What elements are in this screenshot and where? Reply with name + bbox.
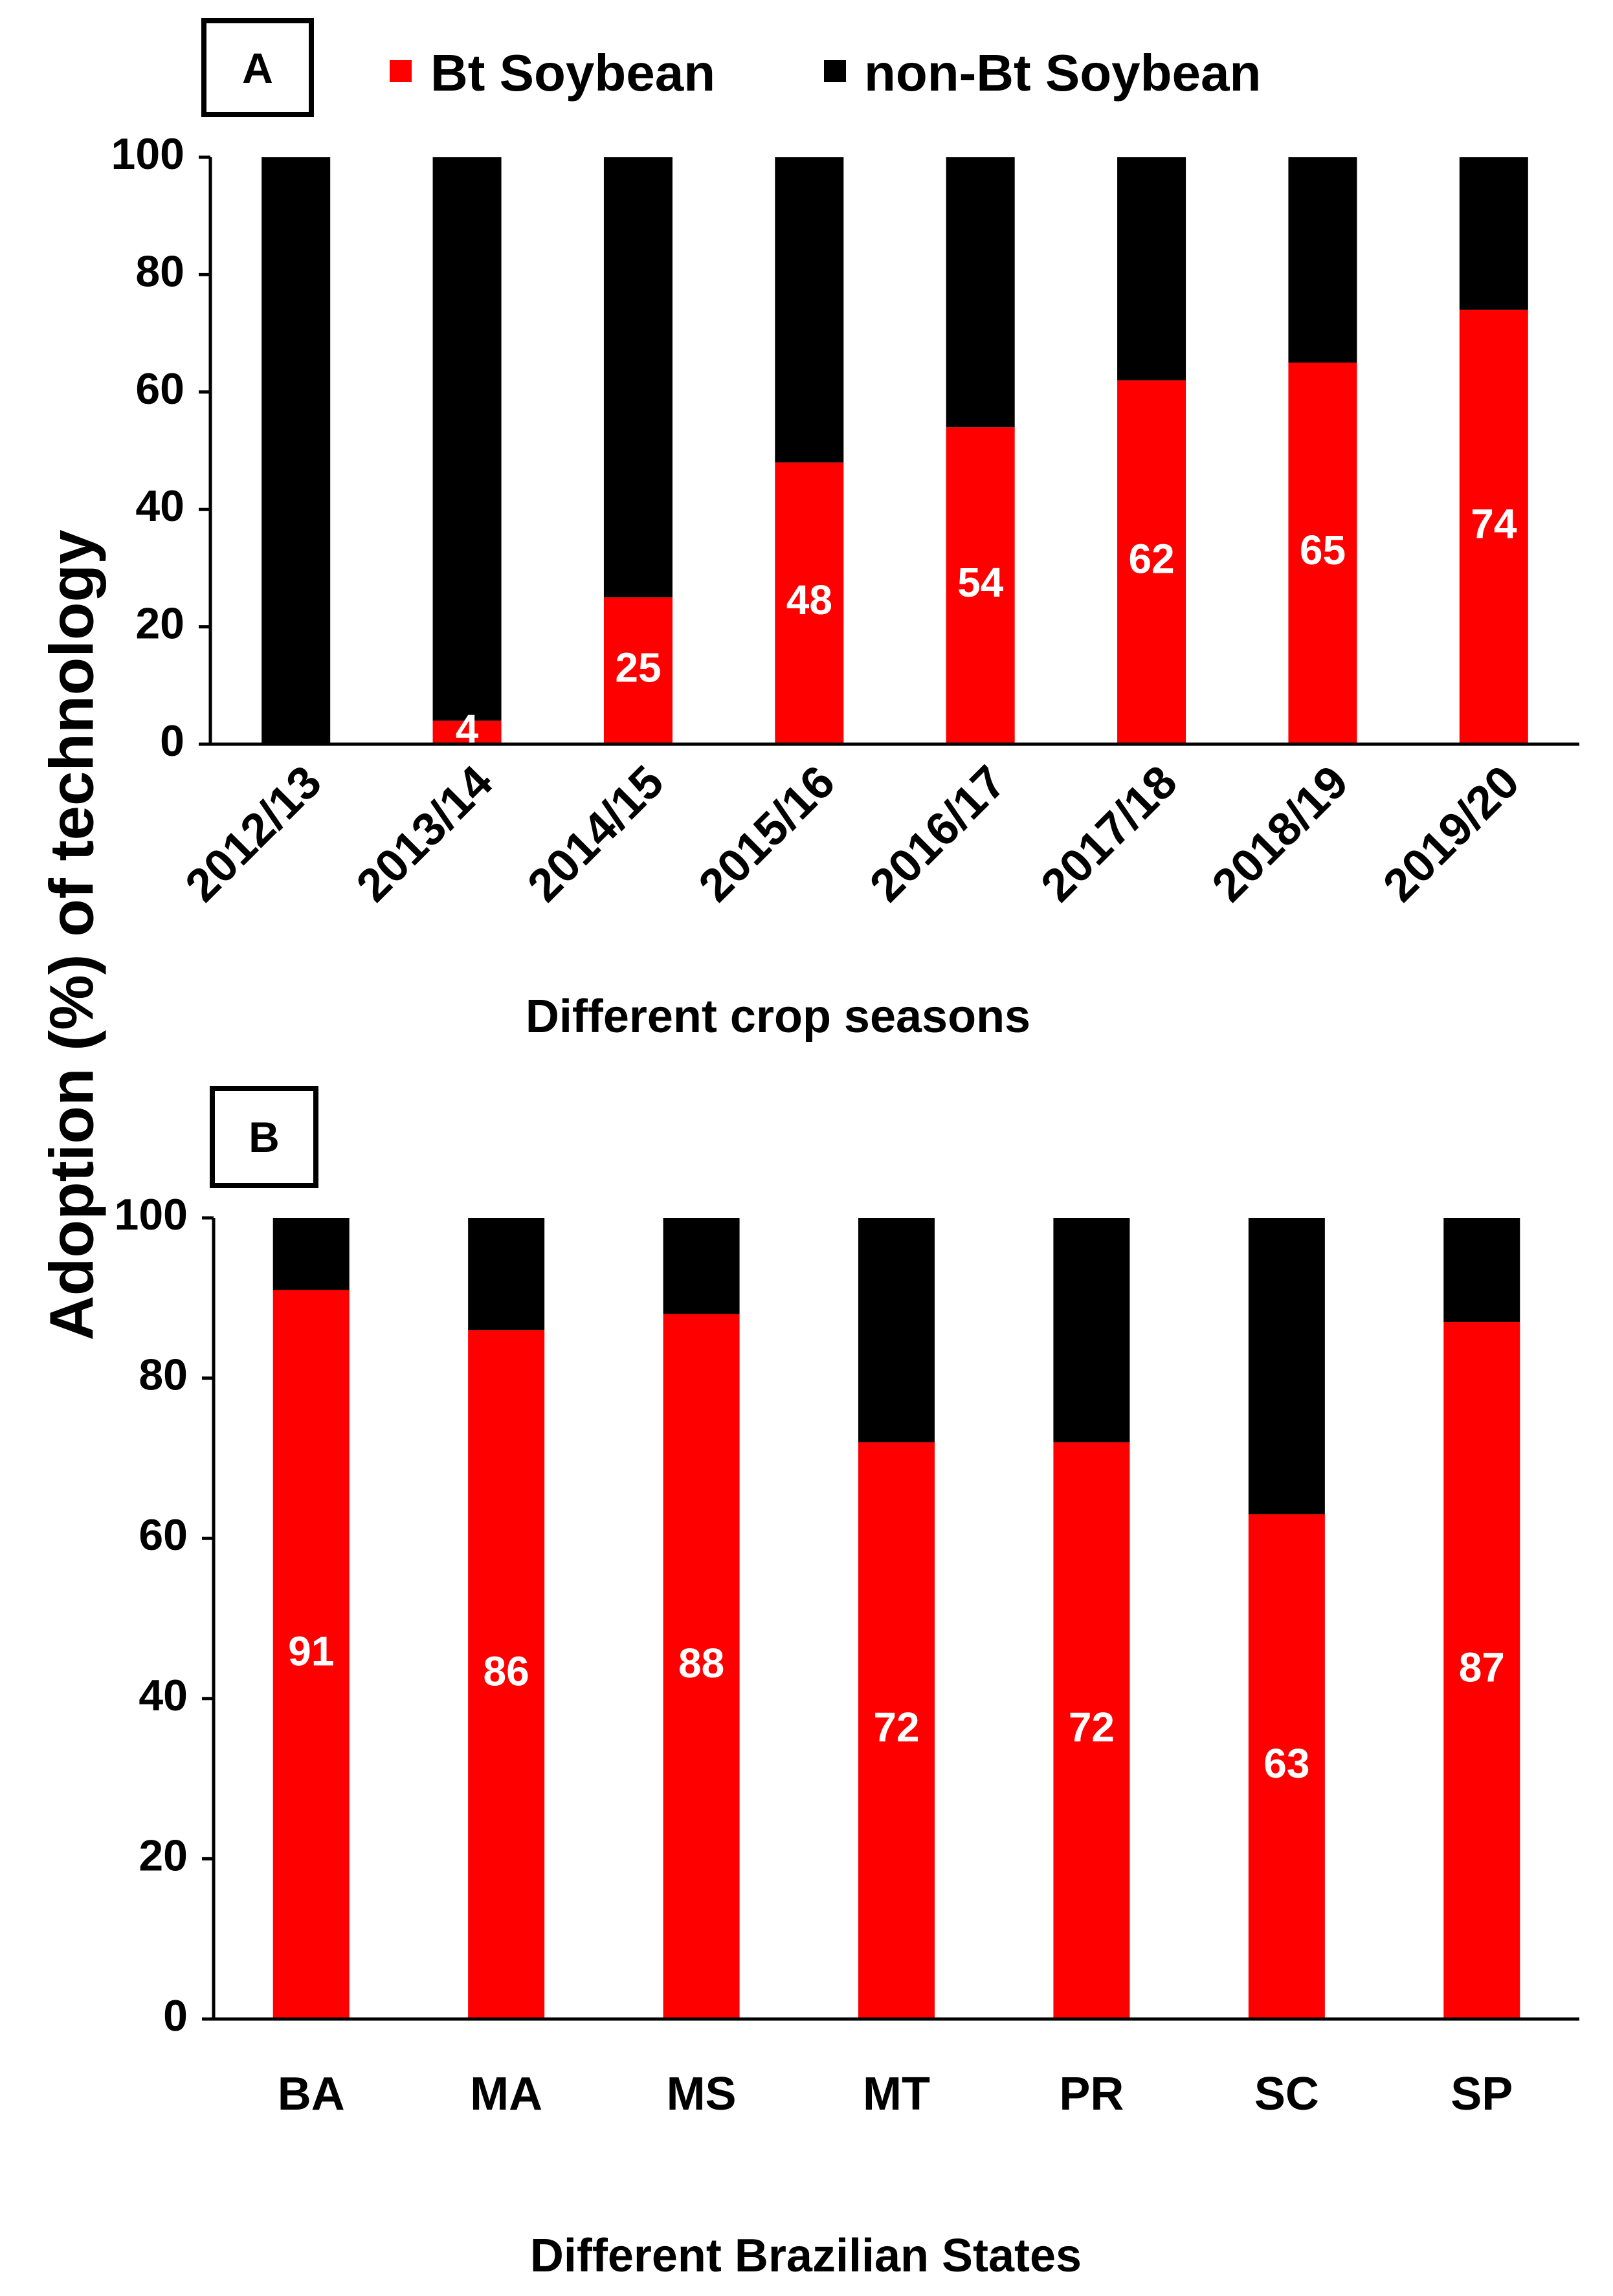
chart-a-x-tick-label-3: 2015/16 (689, 756, 845, 912)
legend-swatch-non-bt (824, 60, 846, 82)
chart-b-bar-non-bt-3 (858, 1218, 935, 1442)
chart-a-axes: 0 20 40 60 80 100 (111, 129, 212, 766)
chart-b-data-label-1: 86 (484, 1648, 529, 1695)
legend-label-non-bt: non-Bt Soybean (864, 44, 1261, 102)
chart-b-x-ticks: BA MA MS MT PR SC SP (278, 2068, 1513, 2120)
chart-a-bar-bt-7 (1459, 309, 1528, 744)
chart-b-y-tick-label: 80 (139, 1351, 188, 1400)
chart-a-bar-non-bt-4 (946, 157, 1015, 428)
chart-b-bar-non-bt-6 (1443, 1218, 1520, 1322)
chart-b-data-label-5: 63 (1263, 1740, 1309, 1787)
chart-a-data-label-7: 74 (1471, 500, 1517, 547)
chart-b-x-tick-label-4: PR (1059, 2068, 1124, 2120)
chart-a-bar-non-bt-3 (775, 157, 844, 463)
chart-a-x-tick-label-1: 2013/14 (347, 756, 503, 912)
chart-a-bar-bt-2 (603, 597, 673, 744)
chart-b-bar-non-bt-2 (663, 1218, 740, 1314)
chart-a-bar-non-bt-5 (1117, 157, 1186, 381)
chart-b-y-tick-label: 0 (163, 1991, 188, 2040)
chart-a-bar-non-bt-7 (1459, 157, 1528, 310)
chart-a-x-tick-label-6: 2018/19 (1203, 756, 1359, 912)
chart-a-data-label-4: 54 (957, 559, 1004, 606)
chart-b-bar-non-bt-1 (468, 1218, 545, 1330)
chart-a-bar-bt-1 (432, 720, 502, 744)
chart-a-bar-bt-4 (946, 427, 1015, 744)
chart-a-bar-non-bt-2 (603, 157, 673, 598)
panel-b-label: B (249, 1113, 280, 1161)
chart-a-x-axis-title: Different crop seasons (526, 991, 1030, 1043)
panel-b-label-box (210, 1086, 318, 1188)
chart-a-bar-bt-3 (775, 462, 844, 744)
chart-a-y-tick-label: 40 (135, 481, 184, 531)
chart-b-y-tick-label: 20 (139, 1831, 188, 1880)
chart-a-y-tick-label: 100 (111, 129, 184, 179)
chart-a-bar-bt-6 (1288, 362, 1357, 744)
chart-a-x-tick-label-4: 2016/17 (860, 756, 1016, 912)
chart-a-y-tick-label: 60 (135, 364, 184, 414)
chart-a-bar-bt-5 (1117, 380, 1186, 744)
chart-b-axes: 0 20 40 60 80 100 (115, 1190, 216, 2040)
chart-b-y-tick-label: 100 (115, 1190, 188, 1239)
chart-b-bar-bt-1 (468, 1330, 545, 2019)
chart-b-data-label-0: 91 (288, 1628, 334, 1675)
chart-b-bar-non-bt-0 (273, 1218, 350, 1290)
chart-a-x-tick-label-7: 2019/20 (1374, 756, 1530, 912)
chart-b-x-tick-label-0: BA (278, 2068, 345, 2120)
chart-a-y-tick-label: 80 (135, 247, 184, 296)
legend-swatch-bt (390, 60, 412, 82)
chart-b-data-label-2: 88 (678, 1640, 724, 1686)
chart-b-x-tick-label-2: MS (667, 2068, 737, 2120)
chart-a-data-label-6: 65 (1300, 527, 1346, 573)
chart-b-bar-bt-3 (858, 1442, 935, 2019)
chart-a-x-ticks: 2012/13 2013/14 2014/15 2015/16 2016/17 2017/… (175, 756, 1529, 912)
legend: Bt Soybean non-Bt Soybean (390, 44, 1261, 102)
chart-a-bar-non-bt-6 (1288, 157, 1357, 363)
chart-a-data-label-2: 25 (615, 645, 661, 691)
chart-a-x-tick-label-0: 2012/13 (175, 756, 331, 912)
chart-b-data-labels: 91 86 88 72 72 63 87 (214, 1628, 1579, 2021)
legend-label-bt: Bt Soybean (430, 44, 715, 102)
chart-b-bar-bt-4 (1053, 1442, 1130, 2019)
chart-b-data-label-3: 72 (873, 1704, 919, 1750)
chart-b-bar-non-bt-5 (1248, 1218, 1325, 1515)
chart-b-x-tick-label-3: MT (863, 2068, 930, 2120)
chart-a-bars (261, 157, 1528, 744)
panel-b: B 0 20 40 60 80 100 91 86 88 72 72 63 87 BA MA MS MT PR… (115, 1086, 1579, 2282)
chart-a-data-label-5: 62 (1128, 536, 1174, 582)
chart-b-bar-bt-6 (1443, 1321, 1520, 2019)
chart-b-x-tick-label-5: SC (1254, 2068, 1319, 2120)
chart-a-bar-non-bt-1 (432, 157, 502, 721)
chart-b-bar-non-bt-4 (1053, 1218, 1130, 1442)
chart-a-data-label-3: 48 (786, 577, 832, 623)
chart-a-y-tick-label: 20 (135, 599, 184, 648)
chart-b-data-label-4: 72 (1069, 1704, 1115, 1750)
chart-a-x-tick-label-5: 2017/18 (1031, 756, 1187, 912)
chart-b-bar-bt-0 (273, 1290, 350, 2019)
chart-a-x-tick-label-2: 2014/15 (518, 756, 674, 912)
chart-b-bar-bt-2 (663, 1314, 740, 2019)
chart-b-y-tick-label: 60 (139, 1510, 188, 1560)
chart-b-bars (273, 1218, 1520, 2019)
y-axis-title: Adoption (%) of technology (37, 529, 106, 1340)
chart-b-y-tick-label: 40 (139, 1671, 188, 1720)
panel-a-label-box (201, 18, 314, 117)
panel-a-label: A (242, 44, 273, 92)
chart-b-x-tick-label-6: SP (1451, 2068, 1513, 2120)
chart-b-x-tick-label-1: MA (470, 2068, 542, 2120)
chart-a-y-tick-label: 0 (160, 716, 184, 766)
chart-b-x-axis-title: Different Brazilian States (530, 2230, 1082, 2282)
chart-a-bar-non-bt-0 (261, 157, 331, 744)
chart-b-data-label-6: 87 (1459, 1644, 1505, 1690)
chart-b-bar-bt-5 (1248, 1514, 1325, 2019)
